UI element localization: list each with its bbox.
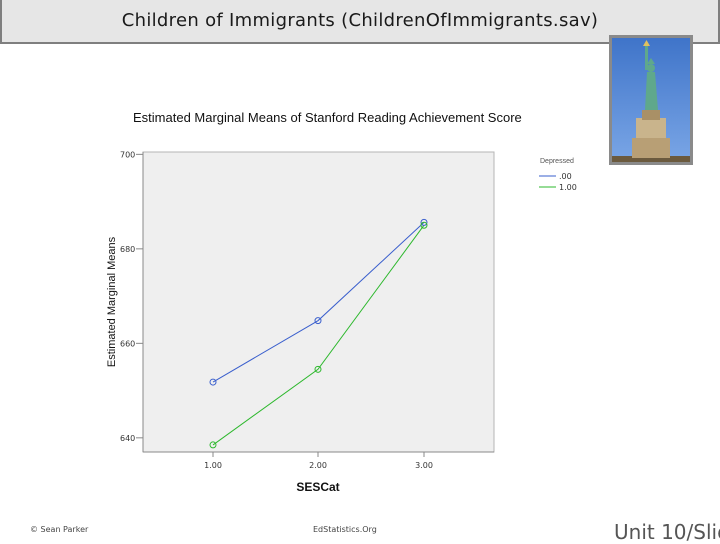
series-line-1	[212, 224, 425, 446]
y-axis-label: Estimated Marginal Means	[106, 236, 118, 367]
statue-of-liberty-icon	[609, 35, 693, 165]
y-tick-label: 680	[120, 245, 135, 254]
data-point	[209, 441, 217, 449]
y-tick-label: 700	[120, 150, 135, 159]
legend: Depressed .00 1.00	[539, 158, 577, 192]
statue-of-liberty-drawing	[612, 40, 690, 162]
legend-label: .00	[559, 172, 572, 181]
legend-title: Depressed	[540, 158, 574, 165]
data-point	[314, 365, 322, 373]
y-tick-label: 660	[120, 339, 135, 348]
plot-area	[142, 151, 495, 453]
data-point	[314, 317, 322, 325]
data-point	[209, 378, 217, 386]
footer-slide-label: Unit 10/Slide	[614, 520, 720, 544]
x-tick-label: 3.00	[415, 461, 433, 470]
slide-title-bar: Children of Immigrants (ChildrenOfImmigr…	[0, 0, 720, 44]
y-tick-label: 640	[120, 434, 135, 443]
x-axis-label: SESCat	[296, 480, 339, 494]
footer-site: EdStatistics.Org	[313, 525, 377, 534]
slide-title: Children of Immigrants (ChildrenOfImmigr…	[121, 10, 599, 31]
legend-label: 1.00	[559, 183, 577, 192]
series-line-0	[212, 222, 425, 383]
chart-title: Estimated Marginal Means of Stanford Rea…	[133, 110, 522, 125]
data-point	[420, 221, 428, 229]
x-tick-label: 2.00	[309, 461, 327, 470]
x-tick-label: 1.00	[204, 461, 222, 470]
footer-copyright: © Sean Parker	[30, 525, 89, 534]
data-point	[420, 218, 428, 226]
